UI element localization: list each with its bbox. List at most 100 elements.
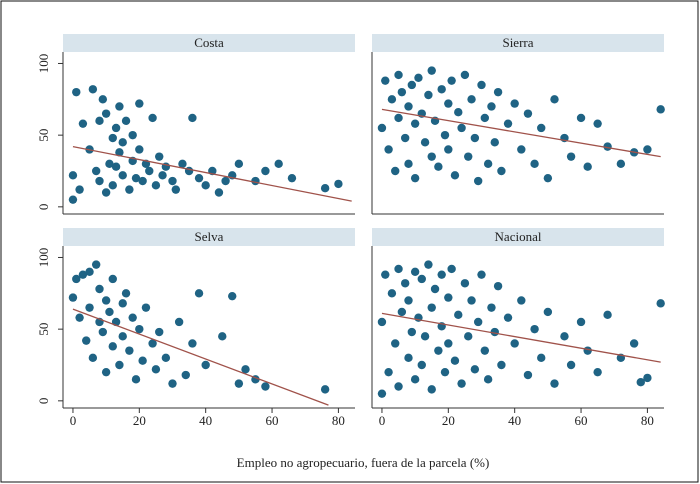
point bbox=[128, 130, 137, 140]
point bbox=[480, 346, 490, 355]
point bbox=[68, 293, 78, 302]
point bbox=[131, 173, 141, 183]
point bbox=[145, 166, 154, 176]
point bbox=[437, 270, 446, 279]
point bbox=[135, 145, 144, 154]
point bbox=[523, 109, 533, 118]
point bbox=[427, 66, 436, 75]
point bbox=[135, 324, 144, 334]
point bbox=[427, 303, 436, 312]
point bbox=[155, 327, 164, 337]
point bbox=[194, 173, 204, 183]
point bbox=[68, 171, 78, 180]
point bbox=[91, 166, 101, 176]
point bbox=[530, 324, 539, 334]
point bbox=[188, 339, 197, 348]
point bbox=[440, 367, 450, 377]
point bbox=[417, 360, 426, 370]
point bbox=[98, 327, 108, 337]
point bbox=[78, 119, 88, 128]
point bbox=[118, 171, 127, 180]
point bbox=[410, 119, 420, 128]
point bbox=[487, 102, 496, 111]
point bbox=[454, 310, 463, 320]
point bbox=[464, 332, 473, 341]
x-tick-label: 0 bbox=[379, 413, 386, 428]
point bbox=[517, 145, 526, 154]
panel-title: Sierra bbox=[502, 35, 533, 50]
point bbox=[603, 142, 612, 151]
point bbox=[125, 185, 134, 194]
point bbox=[151, 365, 161, 374]
point bbox=[404, 296, 413, 305]
point bbox=[95, 176, 104, 186]
point bbox=[111, 123, 121, 133]
point bbox=[108, 181, 117, 190]
point bbox=[377, 317, 387, 327]
x-tick-label: 20 bbox=[133, 413, 146, 428]
point bbox=[464, 152, 473, 161]
point bbox=[88, 85, 98, 94]
point bbox=[387, 95, 397, 104]
point bbox=[414, 73, 423, 83]
point bbox=[68, 195, 78, 204]
point bbox=[135, 99, 144, 108]
point bbox=[85, 303, 94, 312]
point bbox=[444, 339, 453, 348]
point bbox=[480, 113, 490, 123]
point bbox=[320, 183, 330, 193]
point bbox=[228, 291, 237, 301]
point bbox=[454, 108, 463, 117]
point bbox=[424, 260, 433, 269]
point bbox=[274, 159, 283, 169]
x-tick-label: 40 bbox=[508, 413, 521, 428]
point bbox=[168, 176, 177, 186]
point bbox=[483, 375, 493, 384]
point bbox=[101, 367, 111, 377]
point bbox=[457, 379, 466, 388]
point bbox=[108, 274, 117, 284]
point bbox=[487, 303, 496, 312]
point bbox=[75, 185, 84, 194]
point bbox=[410, 375, 420, 384]
x-tick-label: 80 bbox=[641, 413, 654, 428]
point bbox=[444, 145, 453, 154]
point bbox=[397, 87, 407, 97]
point bbox=[576, 317, 586, 327]
point bbox=[444, 99, 453, 108]
point bbox=[550, 379, 559, 388]
panel-header bbox=[63, 34, 355, 52]
point bbox=[151, 181, 161, 190]
point bbox=[101, 188, 111, 197]
point bbox=[95, 116, 104, 126]
point bbox=[643, 373, 652, 383]
point bbox=[394, 113, 403, 123]
point bbox=[381, 270, 390, 279]
x-tick-label: 0 bbox=[70, 413, 77, 428]
point bbox=[510, 99, 519, 108]
point bbox=[148, 339, 157, 348]
point bbox=[101, 296, 111, 305]
panel-header bbox=[372, 34, 664, 52]
point bbox=[82, 336, 91, 345]
point bbox=[543, 173, 553, 183]
y-tick-label: 50 bbox=[36, 323, 51, 336]
point bbox=[148, 113, 157, 123]
fit-line bbox=[381, 108, 661, 158]
point bbox=[510, 339, 519, 348]
point bbox=[467, 296, 476, 305]
point bbox=[75, 313, 84, 322]
point bbox=[101, 109, 111, 118]
point bbox=[72, 274, 81, 284]
point bbox=[98, 95, 108, 104]
point bbox=[251, 176, 260, 186]
point bbox=[636, 377, 645, 387]
point bbox=[523, 370, 533, 380]
point bbox=[155, 152, 164, 161]
point bbox=[457, 123, 466, 133]
point bbox=[420, 332, 430, 341]
point bbox=[629, 339, 639, 348]
point bbox=[550, 95, 559, 104]
point bbox=[397, 307, 407, 317]
